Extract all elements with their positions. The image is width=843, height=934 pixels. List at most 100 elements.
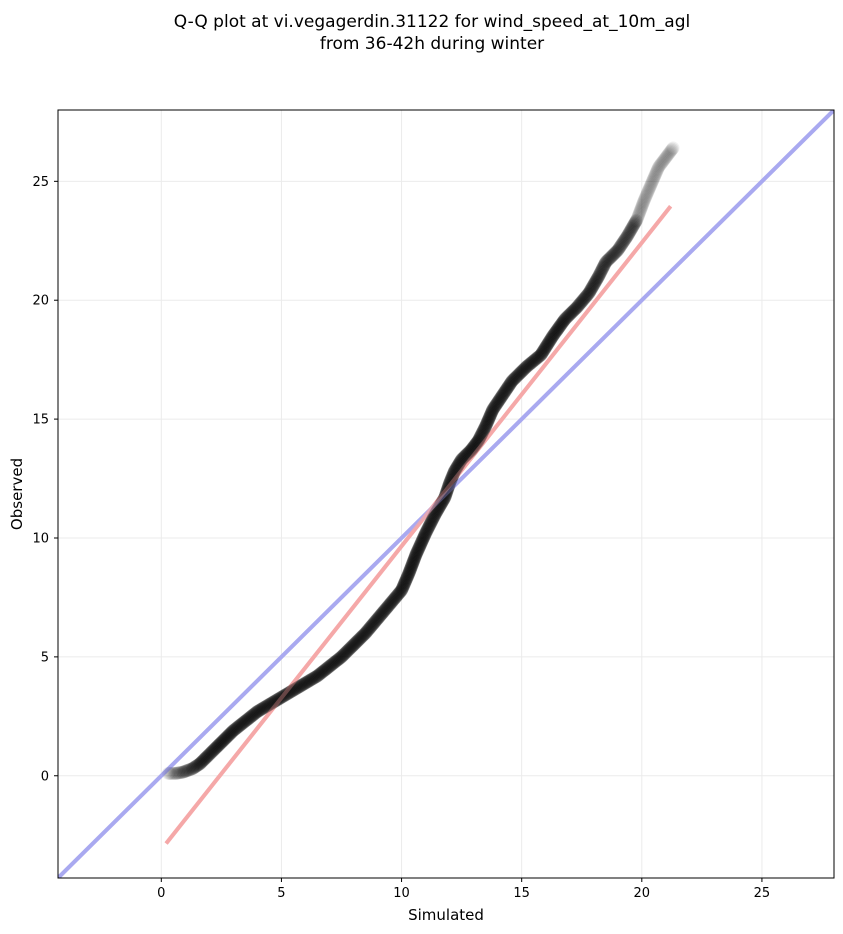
qq-point [510,369,524,383]
qq-point [446,468,460,482]
qq-point [555,317,569,331]
qq-point [521,359,535,373]
qq-point [325,658,339,672]
qq-point [253,703,267,717]
qq-point [617,234,631,248]
qq-point [529,352,543,366]
qq-point [218,732,232,746]
qq-point [565,305,579,319]
qq-point [264,697,278,711]
qq-point [639,188,653,202]
qq-point [654,157,668,171]
qq-point [522,358,536,372]
qq-point [410,545,424,559]
qq-point [504,375,518,389]
qq-point [449,462,463,476]
qq-point [444,472,458,486]
qq-point [642,183,656,197]
qq-point [503,378,517,392]
qq-point [309,670,323,684]
qq-point [556,314,570,328]
qq-point [427,510,441,524]
qq-point [162,766,176,780]
qq-point [245,709,259,723]
qq-point [184,762,198,776]
qq-point [343,642,357,656]
qq-point [221,729,235,743]
qq-point [599,255,613,269]
qq-point [380,601,394,615]
qq-point [643,181,657,195]
qq-point [602,252,616,266]
qq-point [363,621,377,635]
qq-point [413,539,427,553]
qq-point [370,613,384,627]
qq-point [500,381,514,395]
qq-point [244,710,258,724]
qq-point [410,546,424,560]
x-tick-label: 0 [157,886,165,901]
qq-point [632,206,646,220]
reference-lines [58,110,834,878]
qq-point [373,609,387,623]
qq-point [589,274,603,288]
qq-point [471,435,485,449]
qq-point [194,756,208,770]
qq-point [509,370,523,384]
qq-point [664,144,678,158]
qq-point [579,289,593,303]
qq-point [339,645,353,659]
qq-point [442,478,456,492]
qq-point [655,156,669,170]
qq-point [254,702,268,716]
qq-point [479,419,493,433]
qq-point [375,606,389,620]
qq-point [261,698,275,712]
qq-point [405,559,419,573]
qq-point [225,725,239,739]
qq-point [525,355,539,369]
qq-point [365,618,379,632]
qq-point [561,309,575,323]
qq-point [389,590,403,604]
qq-point [181,763,195,777]
qq-point [241,712,255,726]
qq-point [172,766,186,780]
qq-point [164,766,178,780]
qq-point [382,599,396,613]
y-tick-label: 0 [41,769,49,784]
qq-point [484,408,498,422]
identity-line-overlay [58,110,834,878]
qq-point [283,685,297,699]
qq-point [235,717,249,731]
qq-point [484,406,498,420]
qq-point [598,256,612,270]
qq-point [662,146,676,160]
qq-point [481,413,495,427]
qq-point [649,165,663,179]
qq-point [291,680,305,694]
qq-point [540,338,554,352]
qq-point [573,297,587,311]
qq-point [491,394,505,408]
qq-point [639,190,653,204]
qq-point [258,700,272,714]
qq-point [303,673,317,687]
qq-point [346,639,360,653]
qq-point [204,746,218,760]
qq-point [507,372,521,386]
qq-point [566,304,580,318]
qq-point [621,228,635,242]
chart-subtitle: from 36-42h during winter [320,34,544,54]
qq-point [651,163,665,177]
qq-point [312,668,326,682]
qq-point [637,195,651,209]
qq-point [467,439,481,453]
qq-point [613,240,627,254]
qq-point [316,665,330,679]
qq-point [493,392,507,406]
qq-point [224,725,238,739]
qq-point [666,141,680,155]
qq-point [498,385,512,399]
qq-point [638,191,652,205]
